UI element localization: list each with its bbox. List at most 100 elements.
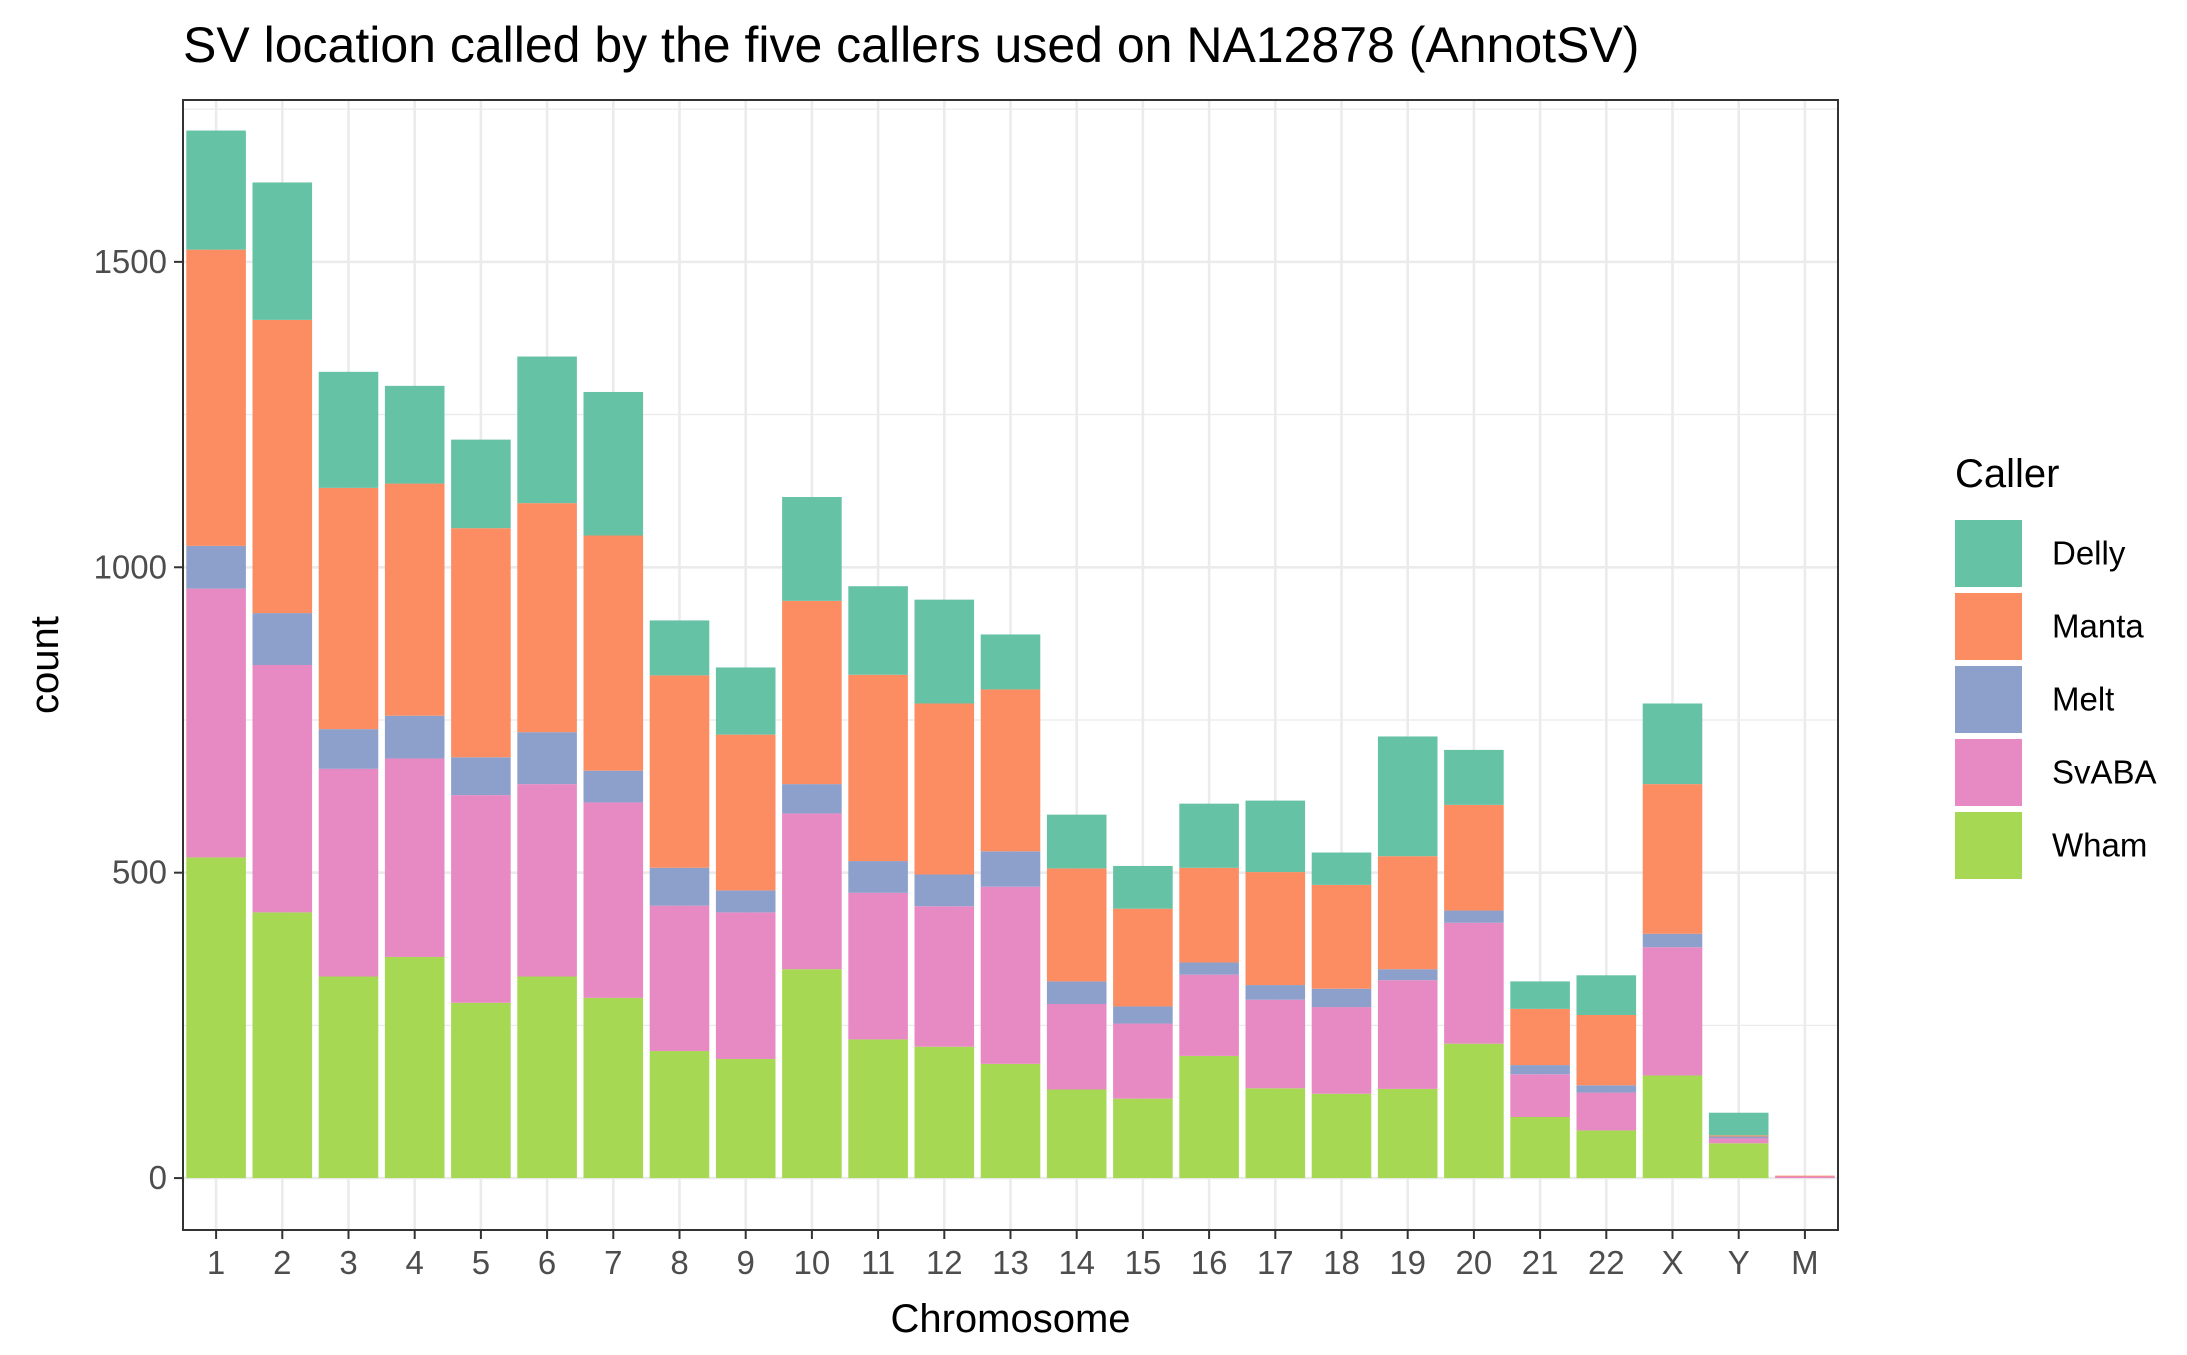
bar-svaba-18 (1311, 1007, 1372, 1094)
bar-manta-11 (848, 674, 908, 862)
legend-key-manta (1955, 593, 2022, 660)
x-tick-label: Y (1728, 1244, 1750, 1281)
bar-svaba-14 (1046, 1004, 1107, 1090)
bar-svaba-19 (1377, 980, 1438, 1089)
bar-wham-11 (848, 1039, 908, 1179)
bar-svaba-4 (384, 758, 445, 957)
bar-melt-3 (318, 729, 379, 769)
bar-svaba-12 (914, 906, 975, 1047)
x-tick-label: 17 (1257, 1244, 1294, 1281)
bar-delly-18 (1311, 852, 1372, 885)
x-tick-label: 9 (737, 1244, 755, 1281)
x-tick-label: 12 (926, 1244, 963, 1281)
bar-wham-X (1642, 1075, 1703, 1179)
bar-wham-1 (186, 857, 246, 1179)
bar-svaba-6 (517, 784, 577, 977)
bar-wham-4 (384, 956, 445, 1179)
bar-svaba-9 (715, 912, 776, 1059)
bar-wham-12 (914, 1046, 975, 1179)
x-tick-label: 10 (794, 1244, 831, 1281)
bar-melt-14 (1046, 981, 1107, 1004)
legend-key-svaba (1955, 739, 2022, 806)
bar-svaba-17 (1245, 999, 1306, 1089)
bar-wham-5 (451, 1002, 511, 1179)
bar-melt-5 (451, 757, 511, 796)
bar-wham-13 (980, 1063, 1041, 1179)
bar-melt-6 (517, 732, 577, 785)
bar-delly-12 (914, 599, 975, 704)
bar-wham-8 (649, 1051, 710, 1179)
bar-melt-22 (1576, 1085, 1637, 1093)
bar-delly-6 (517, 356, 577, 504)
bar-melt-Y (1708, 1136, 1769, 1139)
bar-melt-16 (1179, 962, 1239, 975)
bar-manta-5 (451, 528, 511, 758)
bar-delly-13 (980, 634, 1041, 690)
x-tick-label: M (1791, 1244, 1819, 1281)
bar-svaba-5 (451, 795, 511, 1003)
bar-melt-8 (649, 867, 710, 906)
bar-manta-4 (384, 483, 445, 716)
bar-melt-17 (1245, 985, 1306, 1000)
x-tick-label: 21 (1522, 1244, 1559, 1281)
x-tick-label: 13 (992, 1244, 1029, 1281)
bar-manta-6 (517, 503, 577, 733)
bar-svaba-15 (1113, 1023, 1173, 1099)
bar-wham-15 (1113, 1098, 1173, 1179)
x-tick-label: X (1661, 1244, 1683, 1281)
legend-label-melt: Melt (2052, 681, 2114, 718)
bar-manta-10 (782, 600, 842, 785)
bar-manta-1 (186, 249, 246, 546)
legend-key-delly (1955, 520, 2022, 587)
bar-manta-22 (1576, 1014, 1637, 1086)
bar-svaba-11 (848, 892, 908, 1040)
bar-manta-19 (1377, 856, 1438, 970)
bar-wham-10 (782, 969, 842, 1179)
bar-svaba-13 (980, 886, 1041, 1064)
y-tick-label: 1500 (94, 243, 167, 280)
bar-manta-M (1775, 1175, 1835, 1177)
x-tick-label: 2 (273, 1244, 291, 1281)
x-tick-label: 14 (1058, 1244, 1095, 1281)
bar-melt-7 (583, 770, 644, 803)
bar-wham-3 (318, 976, 379, 1179)
bar-svaba-16 (1179, 974, 1239, 1056)
bar-wham-21 (1510, 1117, 1570, 1179)
bar-svaba-7 (583, 802, 644, 998)
x-axis-title: Chromosome (890, 1297, 1130, 1341)
bar-svaba-Y (1708, 1138, 1769, 1144)
bar-svaba-8 (649, 905, 710, 1052)
x-tick-label: 4 (406, 1244, 424, 1281)
bar-svaba-M (1775, 1176, 1835, 1179)
bar-manta-9 (715, 734, 776, 891)
legend-label-delly: Delly (2052, 535, 2126, 572)
bar-melt-X (1642, 933, 1703, 948)
bar-svaba-X (1642, 947, 1703, 1076)
bar-melt-11 (848, 861, 908, 893)
bar-delly-22 (1576, 975, 1637, 1015)
bar-manta-21 (1510, 1008, 1570, 1066)
x-tick-label: 3 (339, 1244, 357, 1281)
bar-melt-19 (1377, 969, 1438, 981)
x-tick-label: 1 (207, 1244, 225, 1281)
bar-melt-20 (1444, 910, 1504, 923)
bar-delly-9 (715, 667, 776, 735)
bar-delly-3 (318, 371, 379, 488)
bar-delly-19 (1377, 736, 1438, 857)
bar-manta-13 (980, 689, 1041, 852)
bar-manta-15 (1113, 908, 1173, 1007)
bar-delly-17 (1245, 800, 1306, 873)
bar-manta-14 (1046, 868, 1107, 982)
bar-delly-5 (451, 439, 511, 529)
bar-melt-1 (186, 545, 246, 589)
bar-svaba-21 (1510, 1074, 1570, 1117)
bar-manta-3 (318, 487, 379, 730)
bar-wham-9 (715, 1058, 776, 1179)
x-tick-label: 19 (1389, 1244, 1426, 1281)
bar-wham-7 (583, 997, 644, 1179)
bar-svaba-2 (252, 665, 313, 913)
bar-melt-10 (782, 784, 842, 814)
bar-delly-16 (1179, 803, 1239, 868)
bar-melt-21 (1510, 1065, 1570, 1075)
